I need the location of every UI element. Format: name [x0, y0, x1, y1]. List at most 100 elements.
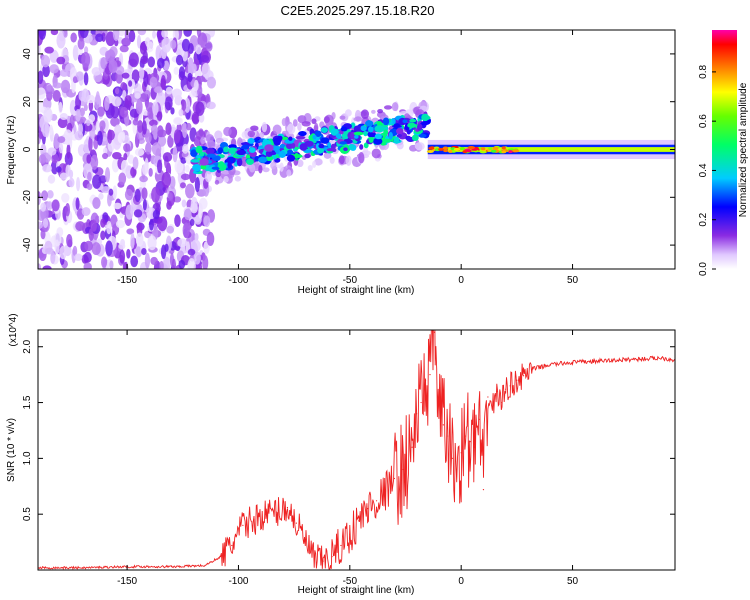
- snr-data-point: [438, 401, 440, 404]
- x-tick-label: 50: [567, 576, 579, 587]
- heat-cell: [438, 147, 445, 151]
- snr-data-point: [429, 374, 431, 376]
- snr-data-point: [81, 567, 84, 569]
- heat-cell: [49, 64, 59, 74]
- heat-cell: [47, 174, 56, 184]
- heat-cell: [272, 124, 282, 135]
- heat-cell: [160, 45, 168, 60]
- heat-cell: [236, 158, 243, 167]
- heat-cell: [297, 122, 302, 132]
- heat-cell: [249, 163, 256, 173]
- heat-cell: [152, 101, 159, 116]
- heat-cell: [281, 130, 289, 135]
- heat-cell: [105, 50, 111, 59]
- heat-cell: [248, 147, 256, 153]
- heat-cell: [223, 146, 229, 153]
- heat-cell: [128, 52, 139, 68]
- heat-cell: [95, 120, 101, 134]
- heat-cell: [206, 101, 216, 110]
- heat-cell: [363, 142, 369, 149]
- heat-cell: [139, 42, 147, 55]
- heat-cell: [52, 82, 63, 89]
- heat-cell: [353, 116, 363, 122]
- heat-cell: [190, 159, 201, 163]
- heat-cell: [181, 99, 187, 111]
- heat-cell: [150, 256, 158, 266]
- heat-cell: [330, 128, 339, 136]
- heat-cell: [155, 45, 162, 61]
- heat-cell: [59, 246, 67, 260]
- heat-cell: [250, 125, 259, 131]
- snr-data-point: [491, 407, 493, 409]
- heat-cell: [132, 156, 139, 170]
- heat-cell: [459, 147, 465, 151]
- heat-cell: [312, 134, 317, 140]
- heat-cell: [492, 146, 499, 150]
- snr-data-point: [231, 544, 233, 547]
- heat-cell: [110, 105, 120, 119]
- heat-cell: [115, 219, 126, 229]
- heat-cell: [139, 93, 148, 103]
- heat-cell: [98, 193, 104, 200]
- heat-cell: [366, 119, 372, 126]
- x-tick-label: 0: [458, 275, 464, 286]
- heat-cell: [279, 162, 284, 172]
- heat-cell: [107, 192, 112, 207]
- heat-cell: [171, 258, 177, 269]
- heat-cell: [393, 136, 400, 144]
- heat-cell: [75, 71, 84, 81]
- snr-data-point: [571, 361, 574, 363]
- heat-cell: [41, 121, 49, 138]
- heat-cell: [301, 121, 311, 127]
- heat-cell: [51, 153, 59, 164]
- bottom-xlabel: Height of straight line (km): [298, 585, 415, 596]
- heat-cell: [135, 99, 143, 115]
- snr-data-point: [367, 508, 369, 510]
- heat-cell: [200, 54, 210, 63]
- heat-cell: [298, 130, 307, 137]
- bottom-plot-frame: [37, 329, 676, 571]
- snr-data-point: [500, 401, 502, 404]
- bottom-axis-ticks: -150 -100 -50 0 50 0.5 1.0 1.5 2.0: [22, 330, 675, 587]
- heat-cell: [156, 57, 165, 69]
- heat-cell: [100, 186, 111, 194]
- heat-band-core: [447, 147, 675, 152]
- snr-data-point: [411, 446, 413, 448]
- heat-cell: [72, 245, 78, 257]
- heat-cell: [168, 191, 174, 202]
- heat-cell: [234, 175, 242, 182]
- heat-cell: [223, 175, 229, 183]
- heat-cell: [169, 176, 176, 190]
- heat-cell: [121, 37, 131, 47]
- heat-cell: [38, 263, 41, 269]
- heat-cell: [228, 144, 237, 149]
- heat-cell: [247, 138, 255, 144]
- heat-cell: [49, 49, 59, 63]
- x-tick-label: -50: [343, 275, 358, 286]
- heat-cell: [133, 209, 143, 218]
- heat-cell: [201, 62, 211, 79]
- heat-cell: [111, 96, 122, 107]
- heat-cell: [50, 252, 56, 264]
- snr-data-point: [393, 477, 395, 480]
- heat-cell: [508, 150, 513, 154]
- heat-cell: [338, 155, 345, 165]
- heat-cell: [104, 167, 111, 183]
- snr-data-point: [496, 390, 498, 392]
- heat-cell: [121, 72, 130, 79]
- heat-cell: [43, 107, 53, 123]
- heat-cell: [157, 30, 163, 44]
- heat-cell: [38, 154, 47, 164]
- heat-cell: [134, 92, 141, 99]
- heat-cell: [215, 137, 224, 144]
- heat-cell: [278, 150, 286, 158]
- heat-cell: [156, 111, 163, 122]
- heat-cell: [215, 143, 221, 149]
- heat-cell: [270, 161, 277, 170]
- heat-cell: [183, 30, 192, 37]
- heat-cell: [42, 164, 53, 173]
- heat-cell: [142, 163, 149, 175]
- heat-cell: [417, 123, 423, 131]
- heat-cell: [134, 188, 141, 203]
- heat-cell: [45, 247, 54, 255]
